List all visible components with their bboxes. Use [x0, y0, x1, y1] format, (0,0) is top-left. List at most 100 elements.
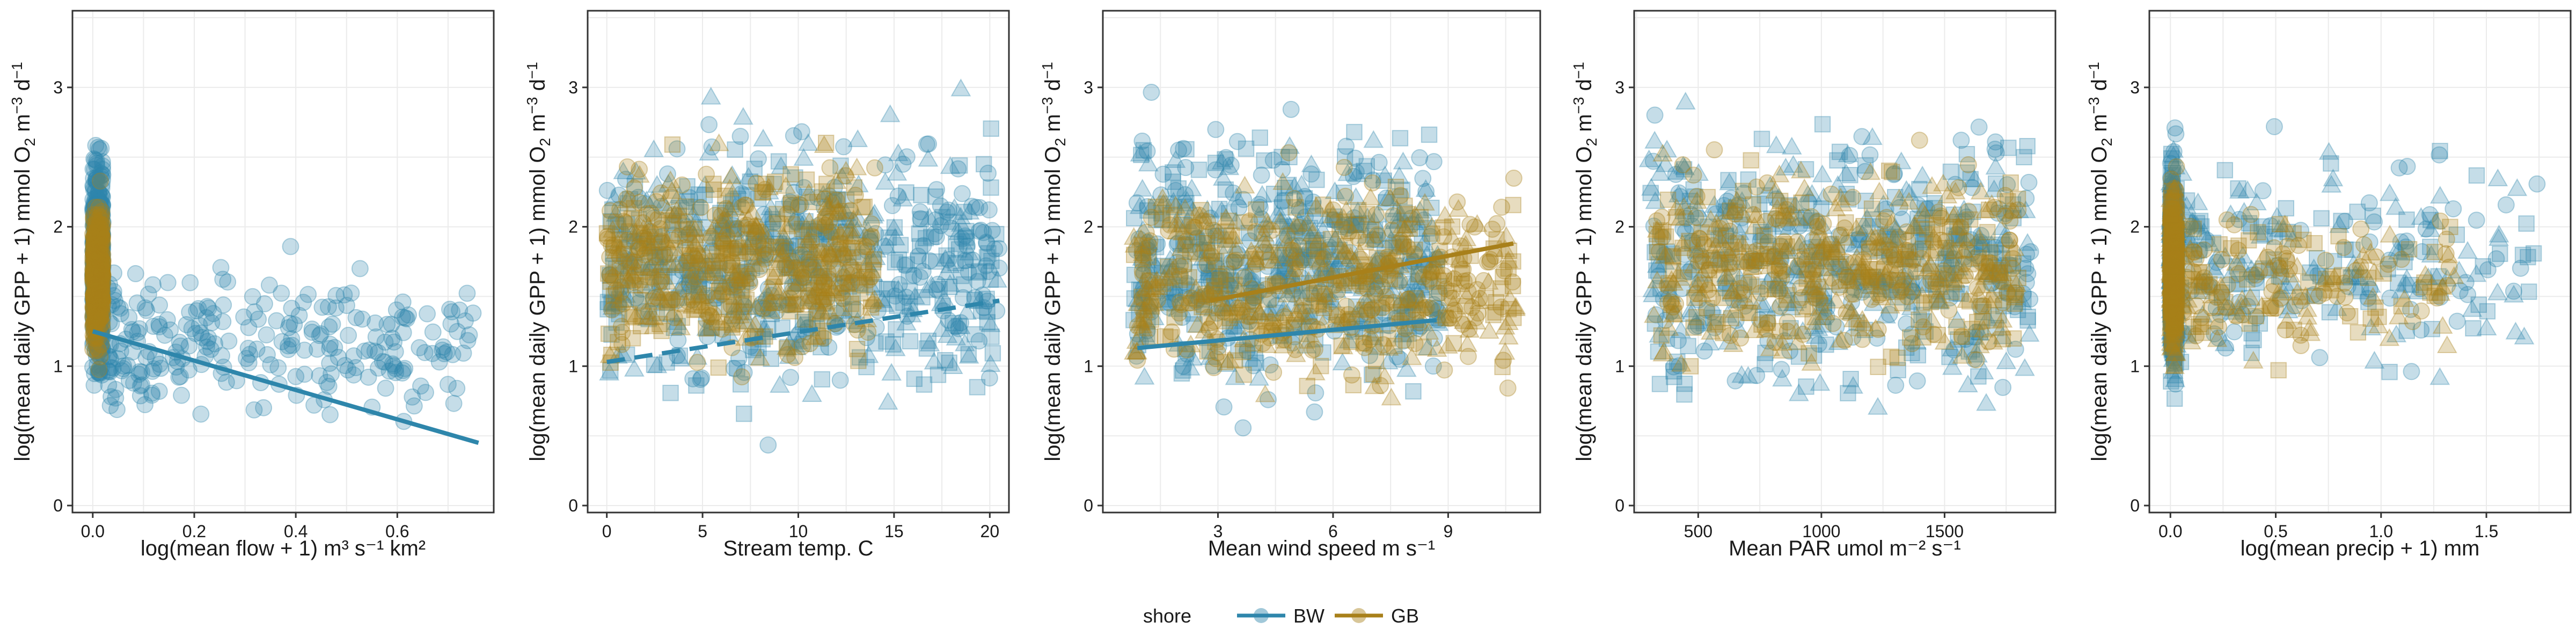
data-point-circle	[94, 251, 112, 268]
data-point-square	[1322, 248, 1340, 265]
data-point-circle	[86, 232, 104, 250]
data-point-circle	[86, 308, 104, 325]
data-point-circle	[383, 316, 400, 333]
data-point-circle	[93, 225, 111, 243]
data-point-circle	[724, 310, 742, 328]
data-point-circle	[86, 247, 104, 265]
data-point-circle	[1207, 121, 1225, 138]
data-point-circle	[92, 207, 109, 225]
data-point-circle	[630, 188, 647, 206]
data-point-circle	[84, 305, 102, 323]
data-point-square	[910, 252, 927, 269]
data-point-circle	[347, 359, 364, 377]
data-point-circle	[88, 229, 106, 247]
data-point-triangle	[621, 250, 642, 269]
data-point-square	[745, 224, 762, 241]
data-point-circle	[1252, 199, 1269, 216]
data-point-circle	[323, 365, 340, 383]
data-point-circle	[1505, 170, 1523, 187]
data-point-circle	[90, 262, 108, 280]
data-point-circle	[124, 323, 142, 341]
data-point-circle	[668, 292, 685, 310]
data-point-triangle	[633, 218, 654, 237]
data-point-triangle	[630, 254, 651, 272]
data-point-triangle	[1226, 187, 1247, 206]
data-point-circle	[282, 238, 299, 255]
data-point-circle	[687, 268, 705, 286]
data-point-circle	[303, 320, 321, 338]
data-point-circle	[91, 313, 109, 331]
data-point-circle	[953, 230, 971, 248]
data-point-square	[1140, 247, 1158, 264]
data-point-circle	[239, 340, 257, 357]
data-point-circle	[91, 194, 108, 212]
data-point-triangle	[815, 278, 836, 297]
data-point-square	[1299, 377, 1316, 394]
data-point-circle	[85, 280, 103, 297]
data-point-circle	[93, 217, 111, 235]
data-point-circle	[85, 264, 103, 281]
data-point-square	[639, 237, 656, 254]
data-point-triangle	[777, 216, 797, 235]
data-point-circle	[94, 253, 112, 270]
data-point-circle	[87, 173, 105, 191]
data-point-circle	[93, 259, 111, 276]
data-point-circle	[416, 384, 434, 401]
data-point-circle	[94, 291, 112, 309]
data-point-circle	[615, 239, 633, 257]
data-point-triangle	[690, 286, 711, 304]
data-point-square	[941, 354, 957, 371]
data-point-circle	[87, 206, 105, 224]
data-point-circle	[93, 264, 111, 282]
data-point-circle	[86, 270, 104, 288]
data-point-square	[838, 203, 854, 219]
data-point-square	[687, 234, 704, 251]
data-point-circle	[92, 259, 110, 276]
data-point-circle	[92, 213, 109, 231]
data-point-circle	[1417, 276, 1435, 294]
data-point-circle	[94, 258, 112, 275]
data-point-circle	[90, 288, 107, 305]
data-point-square	[731, 245, 749, 262]
data-point-square	[605, 245, 621, 262]
data-point-circle	[1347, 163, 1365, 181]
data-point-circle	[87, 292, 105, 310]
data-point-circle	[87, 311, 105, 329]
data-point-circle	[801, 335, 819, 353]
data-point-square	[729, 239, 746, 256]
data-point-circle	[1322, 252, 1340, 269]
data-point-circle	[821, 187, 838, 205]
data-point-triangle	[709, 282, 730, 300]
data-point-square	[652, 248, 668, 266]
data-point-square	[1176, 277, 1192, 294]
data-point-triangle	[697, 253, 717, 272]
data-point-circle	[93, 246, 111, 264]
data-point-circle	[88, 273, 106, 290]
data-point-circle	[319, 298, 337, 316]
data-point-triangle	[826, 171, 847, 189]
data-point-square	[681, 274, 698, 291]
data-point-triangle	[1132, 220, 1153, 238]
data-point-circle	[90, 279, 108, 297]
data-point-triangle	[647, 175, 668, 193]
data-point-circle	[940, 201, 957, 219]
data-point-square	[1276, 192, 1293, 209]
data-point-circle	[100, 313, 118, 331]
data-point-triangle	[1415, 179, 1436, 197]
data-point-circle	[94, 166, 112, 184]
data-point-triangle	[730, 268, 751, 287]
data-point-triangle	[818, 301, 839, 319]
data-point-circle	[92, 194, 110, 211]
data-point-triangle	[836, 306, 857, 325]
data-point-square	[781, 259, 799, 275]
data-point-circle	[85, 231, 103, 248]
x-tick-label: 0.6	[385, 522, 409, 541]
data-point-triangle	[727, 176, 748, 194]
data-point-circle	[87, 230, 105, 248]
data-point-circle	[86, 264, 104, 282]
data-point-square	[857, 277, 874, 294]
data-point-circle	[1369, 228, 1387, 245]
data-point-triangle	[1324, 229, 1345, 248]
data-point-circle	[1721, 232, 1738, 250]
data-point-triangle	[830, 298, 851, 316]
